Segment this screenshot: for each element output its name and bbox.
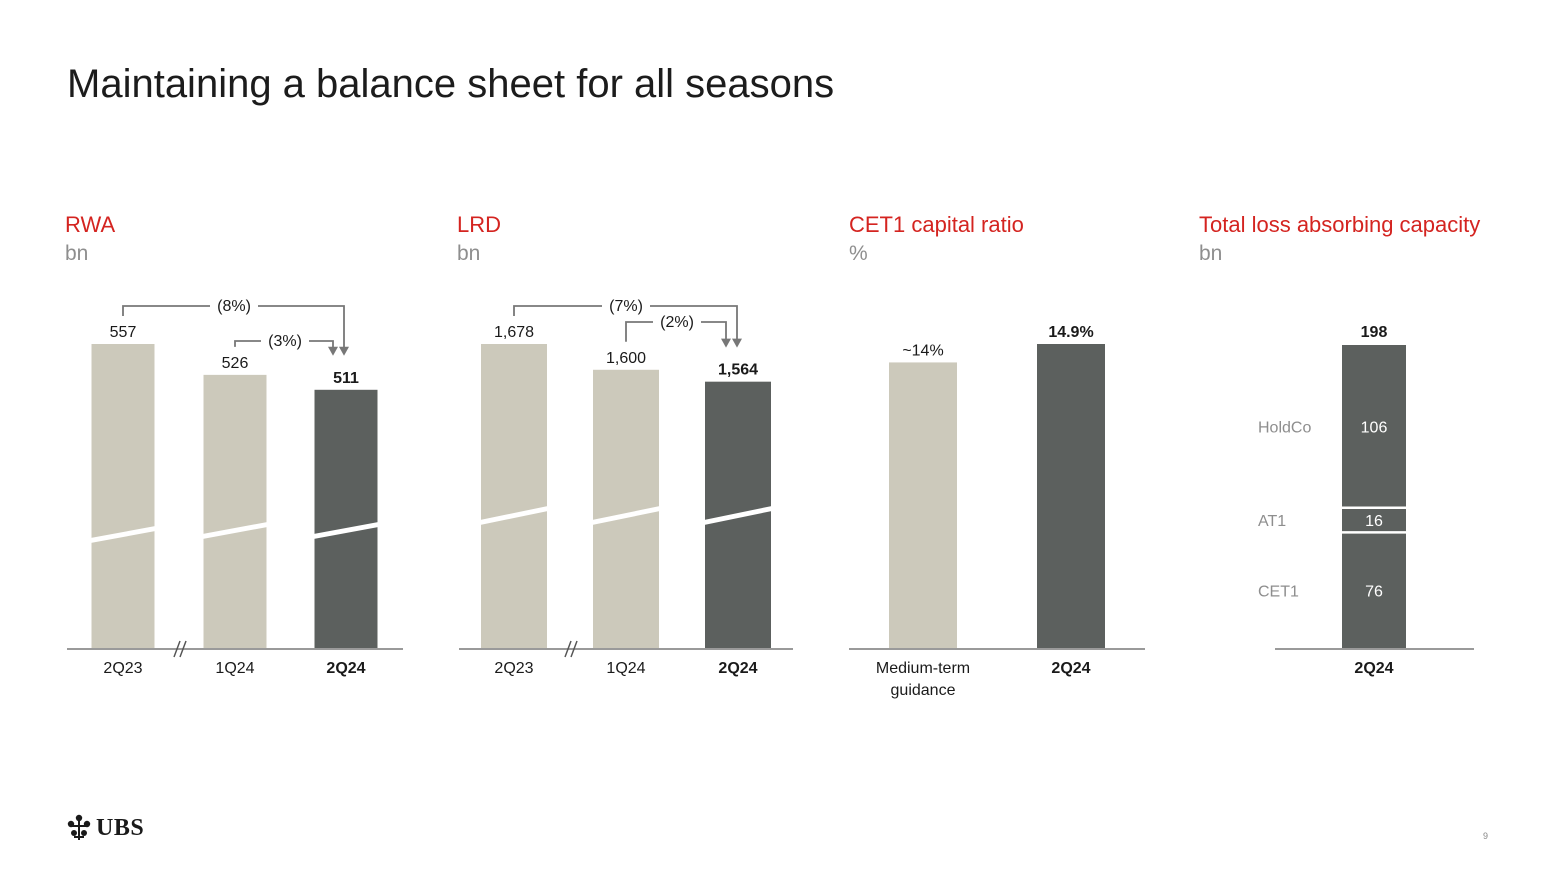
- rwa-change-arrowhead-1: [328, 346, 338, 356]
- tlac-unit: bn: [1199, 242, 1223, 265]
- rwa-change-label-0: (8%): [217, 298, 251, 315]
- tlac-legend-holdco: HoldCo: [1258, 419, 1311, 436]
- page-number: 9: [1483, 831, 1489, 841]
- lrd-change-arrowhead-1: [721, 338, 731, 348]
- tlac-segment-cet1: [1342, 532, 1406, 649]
- rwa-axis-break-0: [173, 640, 181, 658]
- rwa-axis-break-1: [179, 640, 187, 658]
- tlac-segment-at1: [1342, 507, 1406, 533]
- rwa-change-label-bg-0: [210, 295, 258, 315]
- rwa-unit: bn: [65, 242, 89, 265]
- rwa-change-label-bg-1: [261, 330, 309, 350]
- lrd-bar-0: [481, 344, 547, 649]
- cet1-header: CET1 capital ratio %: [849, 210, 1024, 268]
- cet1-title: CET1 capital ratio: [849, 212, 1024, 237]
- logo-text: UBS: [96, 815, 145, 841]
- lrd-unit: bn: [457, 242, 481, 265]
- lrd-value-label-2: 1,564: [718, 362, 758, 379]
- lrd-title: LRD: [457, 212, 502, 237]
- lrd-change-label-bg-1: [653, 311, 701, 331]
- tlac-segment-value-holdco: 106: [1361, 419, 1388, 436]
- tlac-legend-at1: AT1: [1258, 513, 1286, 530]
- lrd-value-label-1: 1,600: [606, 350, 646, 367]
- cet1-category-label-1: 2Q24: [1051, 660, 1090, 677]
- lrd-value-label-0: 1,678: [494, 324, 534, 341]
- lrd-header: LRD bn: [457, 210, 501, 268]
- lrd-change-arrowhead-0: [732, 338, 742, 348]
- lrd-axis-break-0: [564, 640, 572, 658]
- rwa-bar-0: [91, 344, 155, 649]
- page-title: Maintaining a balance sheet for all seas…: [67, 62, 835, 106]
- cet1-bar-0: [889, 362, 957, 649]
- keys-icon: [67, 814, 91, 840]
- rwa-category-label-2: 2Q24: [326, 660, 365, 677]
- rwa-category-label-0: 2Q23: [103, 660, 142, 677]
- tlac-header: Total loss absorbing capacity bn: [1199, 210, 1480, 268]
- tlac-segment-value-cet1: 76: [1365, 584, 1383, 601]
- tlac-legend-cet1: CET1: [1258, 584, 1299, 601]
- lrd-break-mark-0: [480, 506, 548, 525]
- tlac-segment-value-at1: 16: [1365, 513, 1383, 530]
- rwa-bar-2: [314, 389, 378, 649]
- rwa-bar-1: [203, 374, 267, 649]
- rwa-value-label-2: 511: [333, 370, 359, 387]
- lrd-category-label-0: 2Q23: [494, 660, 533, 677]
- cet1-category-label-0: Medium-term guidance: [876, 660, 970, 699]
- lrd-category-label-2: 2Q24: [718, 660, 757, 677]
- rwa-break-mark-1: [202, 522, 268, 539]
- lrd-break-mark-1: [592, 506, 660, 525]
- lrd-change-label-1: (2%): [660, 314, 694, 331]
- rwa-change-label-1: (3%): [268, 333, 302, 350]
- rwa-value-label-1: 526: [222, 355, 249, 372]
- cet1-value-label-0: ~14%: [902, 342, 943, 359]
- tlac-category-label-0: 2Q24: [1354, 660, 1393, 677]
- lrd-change-label-bg-0: [602, 295, 650, 315]
- lrd-break-mark-2: [704, 506, 772, 525]
- cet1-unit: %: [849, 242, 868, 265]
- lrd-axis-break-1: [570, 640, 578, 658]
- tlac-total-label: 198: [1361, 324, 1388, 341]
- rwa-break-mark-0: [90, 526, 156, 543]
- cet1-bar-1: [1037, 344, 1105, 649]
- lrd-change-label-0: (7%): [609, 298, 643, 315]
- tlac-segment-holdco: [1342, 345, 1406, 508]
- rwa-change-arrowhead-0: [339, 346, 349, 356]
- rwa-value-label-0: 557: [110, 324, 137, 341]
- rwa-category-label-1: 1Q24: [215, 660, 254, 677]
- tlac-title: Total loss absorbing capacity: [1199, 212, 1481, 237]
- cet1-value-label-1: 14.9%: [1048, 324, 1093, 341]
- rwa-header: RWA bn: [65, 210, 115, 268]
- lrd-category-label-1: 1Q24: [606, 660, 645, 677]
- rwa-title: RWA: [65, 212, 116, 237]
- rwa-break-mark-2: [313, 522, 379, 539]
